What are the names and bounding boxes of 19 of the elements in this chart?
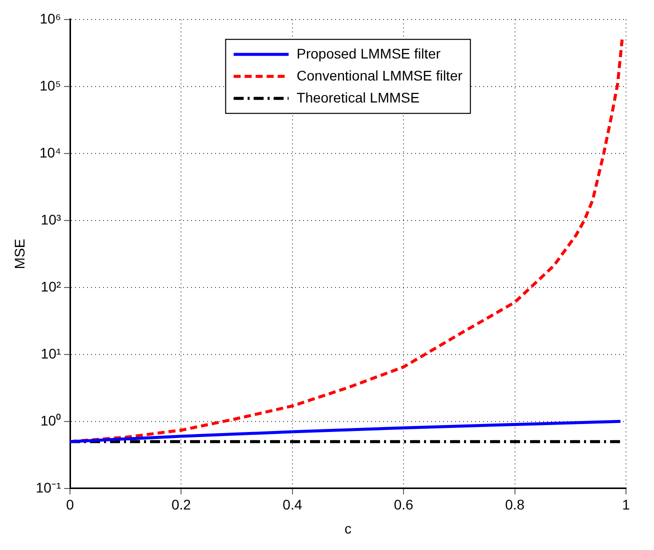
y-tick-label: 10⁶ bbox=[40, 10, 62, 26]
x-tick-label: 1 bbox=[622, 496, 630, 513]
y-tick-label: 10⁰ bbox=[40, 412, 62, 428]
x-tick-label: 0.2 bbox=[171, 496, 192, 513]
y-tick-label: 10⁴ bbox=[39, 144, 62, 160]
y-axis-title: MSE bbox=[11, 238, 28, 270]
legend-label: Proposed LMMSE filter bbox=[296, 45, 441, 62]
y-tick-label: 10¹ bbox=[40, 345, 62, 362]
y-tick-label: 10⁻¹ bbox=[36, 479, 62, 496]
y-tick-label: 10² bbox=[40, 278, 62, 294]
x-tick-label: 0 bbox=[66, 496, 74, 513]
y-tick-label: 10⁵ bbox=[40, 77, 62, 94]
x-tick-label: 0.6 bbox=[394, 496, 414, 513]
x-tick-label: 0.8 bbox=[505, 496, 525, 513]
legend-label: Theoretical LMMSE bbox=[296, 89, 420, 106]
x-axis-title: c bbox=[344, 520, 352, 536]
x-tick-label: 0.4 bbox=[282, 496, 302, 513]
y-tick-label: 10³ bbox=[40, 211, 62, 228]
legend-label: Conventional LMMSE filter bbox=[296, 67, 463, 84]
